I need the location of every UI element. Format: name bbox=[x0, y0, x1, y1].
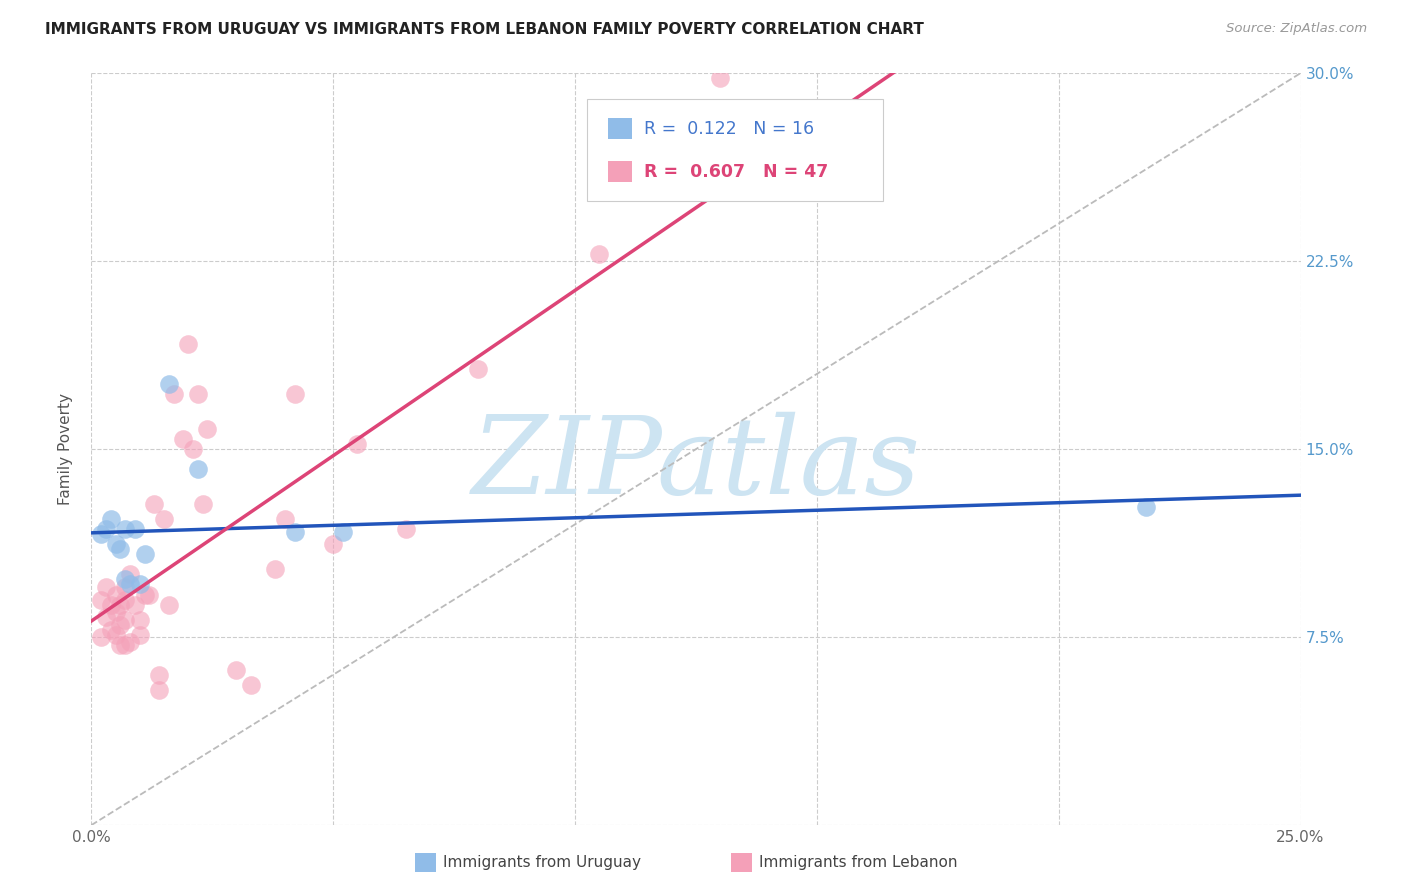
Point bbox=[114, 522, 136, 536]
Point bbox=[138, 587, 160, 601]
Text: ZIPatlas: ZIPatlas bbox=[471, 411, 921, 516]
Point bbox=[134, 587, 156, 601]
Point bbox=[709, 71, 731, 86]
Point bbox=[120, 635, 142, 649]
Point bbox=[104, 605, 127, 619]
Point bbox=[110, 617, 132, 632]
Point bbox=[128, 577, 150, 591]
Point bbox=[148, 682, 170, 697]
Point bbox=[94, 522, 117, 536]
Point bbox=[124, 598, 146, 612]
Y-axis label: Family Poverty: Family Poverty bbox=[58, 393, 73, 505]
Text: Immigrants from Uruguay: Immigrants from Uruguay bbox=[443, 855, 641, 870]
Point bbox=[143, 497, 166, 511]
FancyBboxPatch shape bbox=[588, 100, 883, 201]
Point bbox=[94, 610, 117, 624]
Point bbox=[172, 432, 194, 446]
Text: Source: ZipAtlas.com: Source: ZipAtlas.com bbox=[1226, 22, 1367, 36]
Text: R =  0.122   N = 16: R = 0.122 N = 16 bbox=[644, 120, 814, 137]
Point bbox=[100, 598, 122, 612]
Text: R =  0.607   N = 47: R = 0.607 N = 47 bbox=[644, 163, 828, 181]
Point bbox=[197, 422, 219, 436]
Point bbox=[114, 573, 136, 587]
Point bbox=[124, 522, 146, 536]
Point bbox=[395, 522, 418, 536]
Point bbox=[128, 613, 150, 627]
Point bbox=[191, 497, 214, 511]
Point bbox=[162, 387, 184, 401]
Text: Immigrants from Lebanon: Immigrants from Lebanon bbox=[759, 855, 957, 870]
Point bbox=[104, 537, 127, 551]
Point bbox=[94, 580, 117, 594]
Point bbox=[177, 336, 200, 351]
Point bbox=[114, 638, 136, 652]
Point bbox=[100, 623, 122, 637]
Point bbox=[90, 527, 112, 541]
Point bbox=[134, 548, 156, 562]
Point bbox=[104, 587, 127, 601]
Point bbox=[114, 613, 136, 627]
Point bbox=[187, 387, 209, 401]
Point bbox=[274, 512, 297, 526]
Point bbox=[128, 627, 150, 641]
Point bbox=[1135, 500, 1157, 514]
Point bbox=[90, 592, 112, 607]
Point bbox=[283, 387, 305, 401]
Point bbox=[157, 598, 180, 612]
Point bbox=[588, 246, 610, 260]
Point bbox=[100, 512, 122, 526]
Point bbox=[283, 524, 305, 539]
Point bbox=[120, 567, 142, 582]
Point bbox=[110, 542, 132, 557]
FancyBboxPatch shape bbox=[607, 161, 631, 182]
Point bbox=[830, 146, 852, 161]
Point bbox=[332, 524, 354, 539]
Point bbox=[346, 437, 368, 451]
Point bbox=[225, 663, 247, 677]
FancyBboxPatch shape bbox=[607, 118, 631, 139]
Point bbox=[114, 580, 136, 594]
Point bbox=[153, 512, 176, 526]
Point bbox=[110, 638, 132, 652]
Point bbox=[120, 577, 142, 591]
Point bbox=[114, 592, 136, 607]
Point bbox=[181, 442, 204, 457]
Point bbox=[148, 667, 170, 681]
Point bbox=[157, 376, 180, 391]
Point bbox=[264, 562, 287, 576]
Point bbox=[467, 362, 489, 376]
Point bbox=[187, 462, 209, 476]
Point bbox=[240, 678, 263, 692]
Point bbox=[322, 537, 344, 551]
Text: IMMIGRANTS FROM URUGUAY VS IMMIGRANTS FROM LEBANON FAMILY POVERTY CORRELATION CH: IMMIGRANTS FROM URUGUAY VS IMMIGRANTS FR… bbox=[45, 22, 924, 37]
Point bbox=[104, 627, 127, 641]
Point bbox=[90, 630, 112, 644]
Point bbox=[110, 598, 132, 612]
